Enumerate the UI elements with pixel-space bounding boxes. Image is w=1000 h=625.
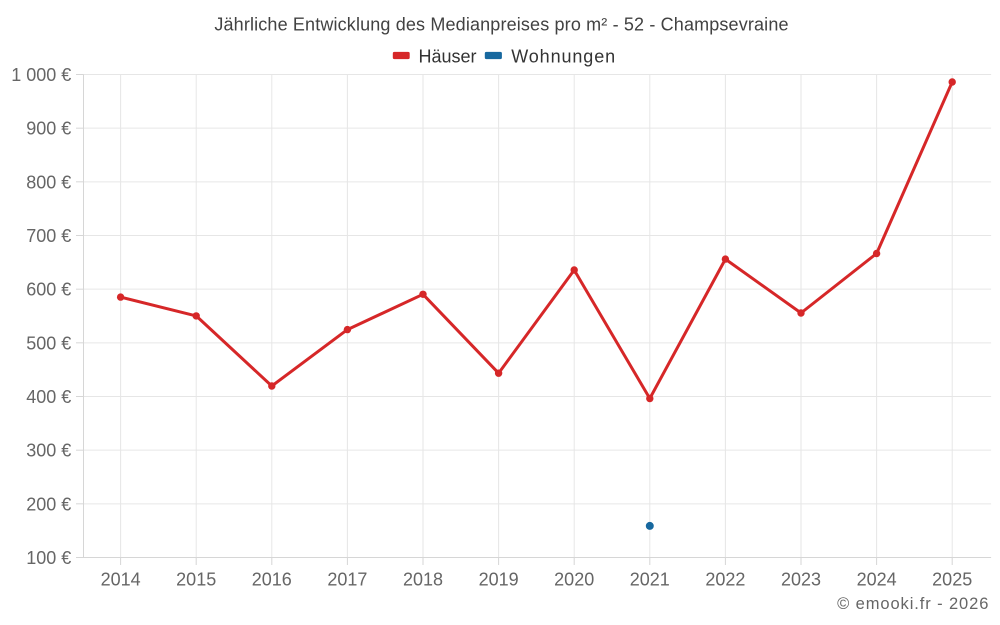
svg-text:2014: 2014 [101,569,141,589]
svg-text:© emooki.fr - 2026: © emooki.fr - 2026 [837,595,989,613]
svg-text:Häuser: Häuser [419,47,477,67]
svg-text:400 €: 400 € [26,387,71,407]
svg-text:Jährliche Entwicklung des Medi: Jährliche Entwicklung des Medianpreises … [214,14,788,34]
svg-text:2015: 2015 [176,569,216,589]
svg-text:2017: 2017 [327,569,367,589]
svg-text:2019: 2019 [479,569,519,589]
svg-text:500 €: 500 € [26,333,71,353]
svg-text:2023: 2023 [781,569,821,589]
svg-text:Wohnungen: Wohnungen [511,47,616,67]
svg-text:2016: 2016 [252,569,292,589]
svg-text:600 €: 600 € [26,280,71,300]
svg-text:800 €: 800 € [26,172,71,192]
svg-text:900 €: 900 € [26,119,71,139]
svg-text:2022: 2022 [705,569,745,589]
svg-text:2018: 2018 [403,569,443,589]
svg-text:2020: 2020 [554,569,594,589]
svg-text:700 €: 700 € [26,226,71,246]
svg-text:200 €: 200 € [26,494,71,514]
svg-text:2024: 2024 [857,569,897,589]
svg-text:2021: 2021 [630,569,670,589]
svg-text:100 €: 100 € [26,548,71,568]
svg-text:1 000 €: 1 000 € [11,65,71,85]
svg-text:300 €: 300 € [26,441,71,461]
svg-text:2025: 2025 [932,569,972,589]
